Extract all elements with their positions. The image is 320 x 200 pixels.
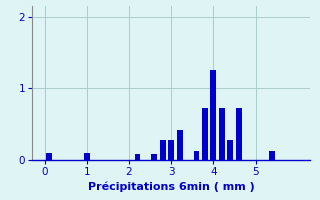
Bar [219, 108, 225, 160]
Bar [168, 140, 174, 160]
Bar [84, 153, 90, 160]
X-axis label: Précipitations 6min ( mm ): Précipitations 6min ( mm ) [88, 181, 255, 192]
Bar [160, 140, 166, 160]
Bar [227, 140, 233, 160]
Bar [202, 108, 208, 160]
Bar [46, 153, 52, 160]
Bar [194, 151, 199, 160]
Bar [177, 130, 183, 160]
Bar [134, 154, 140, 160]
Bar [151, 154, 157, 160]
Bar [236, 108, 242, 160]
Bar [269, 151, 276, 160]
Bar [211, 70, 216, 160]
